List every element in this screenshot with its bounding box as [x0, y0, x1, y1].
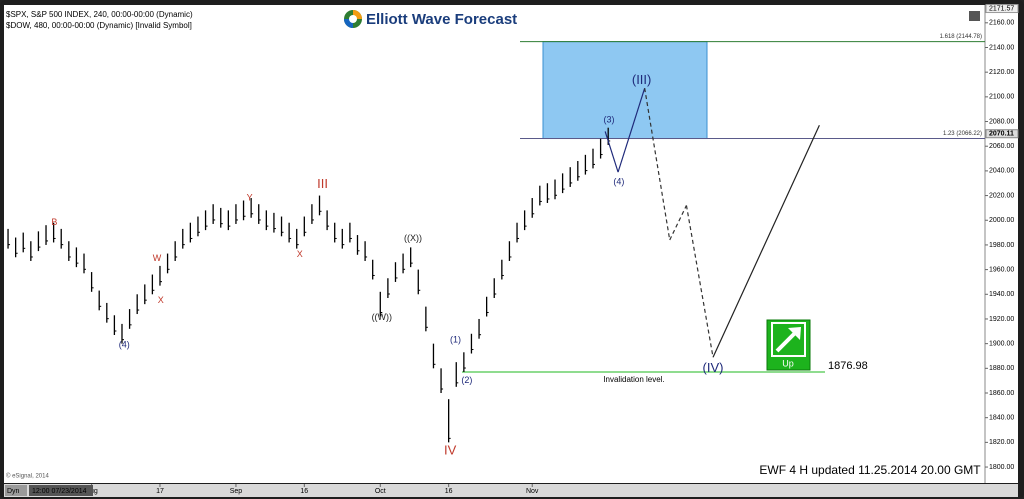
y-tick-label: 1840.00: [989, 415, 1014, 422]
y-tick-label: 2020.00: [989, 192, 1014, 199]
y-tick-label: 2000.00: [989, 217, 1014, 224]
axis-high-label: 2171.57: [989, 5, 1014, 12]
x-tick-label: 16: [300, 488, 308, 495]
projection-path: [617, 88, 646, 173]
wave-label: ((X)): [404, 233, 422, 243]
projection-path: [604, 131, 619, 173]
wave-label: Y: [247, 192, 253, 202]
x-tick-label: 17: [156, 488, 164, 495]
axis-high-box: [985, 4, 1019, 14]
x-axis-bar: [4, 484, 1018, 497]
mode-label: Dyn: [7, 488, 20, 495]
wave-label: X: [297, 249, 303, 259]
fib-level-label: 1.23 (2066.22): [943, 131, 982, 137]
header-line: $SPX, S&P 500 INDEX, 240, 00:00-00:00 (D…: [6, 10, 193, 19]
fib-level-label: 1.618 (2144.78): [940, 34, 982, 40]
wave-label: III: [317, 176, 328, 191]
projection-path: [712, 124, 820, 358]
logo-icon: [349, 15, 357, 23]
signal-label: Up: [782, 358, 794, 368]
y-tick-label: 1860.00: [989, 390, 1014, 397]
signal-icon: [771, 322, 806, 357]
mode-box: [5, 485, 27, 496]
x-tick-label: Nov: [526, 488, 539, 495]
y-tick-label: 1920.00: [989, 316, 1014, 323]
y-tick-label: 2160.00: [989, 20, 1014, 27]
wave-label: (4): [613, 176, 624, 186]
y-tick-label: 2120.00: [989, 69, 1014, 76]
wave-label: (III): [632, 72, 652, 87]
y-tick-label: 2140.00: [989, 44, 1014, 51]
copyright: © eSignal, 2014: [6, 473, 49, 480]
wave-label: B: [51, 217, 57, 227]
y-tick-label: 2080.00: [989, 118, 1014, 125]
logo-text: Elliott Wave Forecast: [366, 11, 517, 28]
x-tick-label: 16: [445, 488, 453, 495]
last-price-label: 2070.11: [989, 131, 1014, 138]
projection-path: [644, 88, 671, 241]
y-tick-label: 1900.00: [989, 340, 1014, 347]
footer-text: EWF 4 H updated 11.25.2014 20.00 GMT: [759, 463, 981, 477]
y-tick-label: 1940.00: [989, 291, 1014, 298]
wave-label: (1): [450, 334, 461, 344]
y-tick-label: 2100.00: [989, 94, 1014, 101]
header-line: $DOW, 480, 00:00-00:00 (Dynamic) [Invali…: [6, 21, 192, 30]
y-tick-label: 1800.00: [989, 464, 1014, 471]
y-tick-label: 2040.00: [989, 168, 1014, 175]
wave-label: (4): [119, 339, 130, 349]
wave-label: IV: [444, 442, 457, 457]
signal-badge: Up: [766, 319, 811, 371]
wave-label: (2): [461, 375, 472, 385]
wave-label: (IV): [703, 360, 724, 375]
invalidation-value: 1876.98: [828, 360, 868, 372]
wave-label: X: [158, 295, 164, 305]
wave-label: (3): [603, 115, 614, 125]
y-tick-label: 1820.00: [989, 439, 1014, 446]
x-tick-label: Oct: [375, 488, 386, 495]
x-tick-label: Sep: [230, 488, 243, 495]
window-button[interactable]: [969, 11, 980, 21]
date-box: [29, 485, 93, 496]
y-tick-label: 1960.00: [989, 266, 1014, 273]
y-tick-label: 2060.00: [989, 143, 1014, 150]
y-tick-label: 1980.00: [989, 242, 1014, 249]
last-price-box: [985, 129, 1019, 139]
wave-label: W: [153, 253, 162, 263]
date-label: 12:00 07/23/2014: [32, 488, 87, 495]
invalidation-label: Invalidation level.: [603, 375, 664, 384]
projection-path: [685, 205, 714, 358]
plot-background: [4, 5, 1018, 483]
projection-path: [669, 205, 687, 241]
signal-arrow: [788, 327, 801, 340]
y-tick-label: 1880.00: [989, 365, 1014, 372]
logo: Elliott Wave Forecast: [344, 10, 517, 28]
target-box: [542, 41, 708, 140]
wave-label: ((W)): [372, 312, 392, 322]
